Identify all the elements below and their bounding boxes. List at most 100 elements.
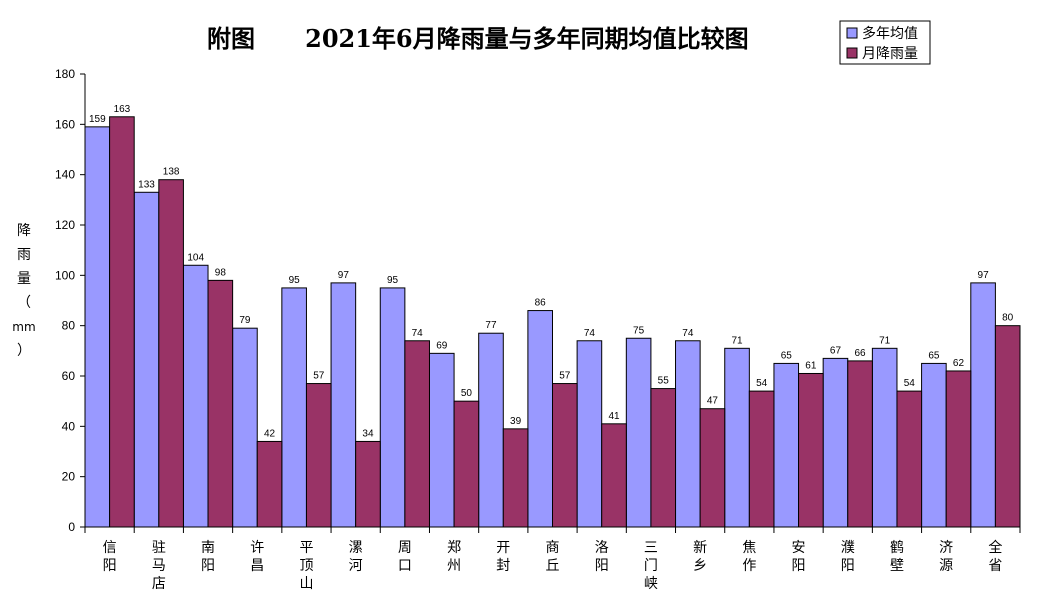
bar-average-6 [379, 287, 406, 528]
data-label-1-5: 34 [362, 428, 374, 439]
x-tick-label-9: 商丘 [546, 540, 560, 574]
bar-average-13 [724, 347, 750, 528]
x-tick-label-6: 周口 [398, 540, 412, 574]
y-tick-label-1: 20 [62, 470, 76, 484]
bar-average-0 [84, 126, 111, 528]
data-label-0-2: 104 [187, 252, 204, 263]
data-label-1-15: 66 [855, 348, 867, 359]
data-label-1-16: 54 [904, 378, 916, 389]
data-label-0-12: 74 [682, 328, 694, 339]
bar-rainfall-10 [601, 423, 627, 528]
data-label-1-17: 62 [953, 358, 965, 369]
x-tick-label-2: 南阳 [201, 540, 215, 574]
bar-rainfall-12 [699, 408, 726, 528]
data-label-0-4: 95 [289, 275, 301, 286]
data-label-0-1: 133 [138, 179, 155, 190]
x-tick-label-0: 信阳 [103, 540, 117, 574]
data-label-1-4: 57 [313, 371, 325, 382]
bar-average-9 [527, 310, 553, 528]
bar-rainfall-14 [798, 372, 824, 528]
bar-rainfall-7 [453, 400, 480, 528]
data-label-1-3: 42 [264, 428, 276, 439]
data-label-0-6: 95 [387, 275, 399, 286]
x-tick-label-18: 全省 [988, 539, 1002, 574]
x-tick-label-17: 济源 [939, 540, 953, 574]
bar-rainfall-1 [158, 179, 184, 528]
data-label-0-7: 69 [436, 340, 448, 351]
data-label-0-15: 67 [830, 345, 842, 356]
bar-rainfall-3 [256, 440, 283, 528]
data-label-1-14: 61 [805, 360, 817, 371]
data-label-0-17: 65 [928, 350, 940, 361]
data-label-0-13: 71 [731, 335, 743, 346]
data-label-1-8: 39 [510, 416, 522, 427]
data-label-0-0: 159 [89, 114, 106, 125]
data-label-0-5: 97 [338, 270, 350, 281]
bar-rainfall-13 [748, 390, 775, 528]
x-tick-label-12: 新乡 [693, 540, 707, 574]
x-tick-label-1: 驻马店 [152, 540, 166, 592]
bar-average-2 [182, 264, 209, 528]
bar-rainfall-18 [994, 325, 1021, 528]
x-tick-label-8: 开封 [496, 540, 510, 574]
data-label-1-0: 163 [114, 104, 131, 115]
x-tick-label-7: 郑州 [447, 540, 461, 574]
data-label-0-3: 79 [239, 315, 251, 326]
bar-rainfall-17 [945, 370, 972, 528]
data-label-1-9: 57 [559, 371, 571, 382]
bar-average-17 [921, 362, 947, 528]
chart-title: 附图 2021年6月降雨量与多年同期均值比较图 [207, 24, 749, 53]
data-label-1-18: 80 [1002, 313, 1014, 324]
y-tick-label-5: 100 [55, 268, 75, 282]
legend: 多年均值 月降雨量 [839, 20, 931, 65]
bar-rainfall-11 [650, 388, 677, 528]
legend-swatch-0 [846, 27, 858, 39]
bar-average-5 [330, 282, 357, 528]
bar-average-11 [625, 337, 652, 528]
bar-rainfall-8 [502, 428, 529, 528]
data-label-0-8: 77 [485, 320, 497, 331]
y-axis-label: 降雨量（ mm） [12, 223, 35, 359]
data-label-1-13: 54 [756, 378, 768, 389]
y-tick-label-0: 0 [68, 520, 75, 534]
bar-rainfall-4 [305, 383, 332, 528]
x-tick-label-11: 三门峡 [644, 540, 658, 592]
data-label-1-7: 50 [461, 388, 473, 399]
x-tick-label-4: 平顶山 [299, 540, 313, 592]
y-tick-label-7: 140 [55, 168, 75, 182]
data-label-1-12: 47 [707, 396, 719, 407]
x-tick-label-16: 鹤壁 [890, 540, 904, 574]
bar-average-12 [675, 340, 701, 528]
bar-average-16 [871, 347, 898, 528]
y-tick-label-2: 40 [62, 419, 76, 433]
bar-average-10 [576, 340, 603, 528]
bar-average-1 [133, 191, 160, 528]
bar-average-18 [970, 282, 996, 528]
bar-average-4 [281, 287, 307, 528]
bar-rainfall-9 [552, 383, 578, 528]
bar-rainfall-16 [896, 390, 923, 528]
y-tick-label-4: 80 [62, 319, 76, 333]
data-label-0-11: 75 [633, 325, 645, 336]
bar-average-14 [773, 362, 800, 528]
bar-average-15 [822, 357, 849, 528]
x-tick-label-5: 漯河 [349, 540, 363, 574]
bar-rainfall-2 [207, 279, 234, 528]
bar-rainfall-5 [355, 440, 381, 528]
data-label-0-9: 86 [535, 298, 547, 309]
data-label-1-11: 55 [658, 376, 670, 387]
bar-average-8 [478, 332, 504, 528]
x-tick-label-3: 许昌 [250, 540, 264, 574]
plot-area: 159 133 104 79 95 97 95 69 77 86 74 75 74 71 65 67 71 65 9… [12, 67, 1021, 592]
data-label-0-10: 74 [584, 328, 596, 339]
y-tick-label-9: 180 [55, 67, 75, 81]
data-label-1-6: 74 [412, 328, 424, 339]
bar-average-7 [428, 352, 455, 528]
data-label-1-2: 98 [215, 267, 227, 278]
x-tick-label-10: 洛阳 [595, 540, 609, 574]
bar-rainfall-15 [847, 360, 873, 528]
data-label-0-18: 97 [978, 270, 990, 281]
x-tick-label-14: 安阳 [792, 540, 806, 574]
